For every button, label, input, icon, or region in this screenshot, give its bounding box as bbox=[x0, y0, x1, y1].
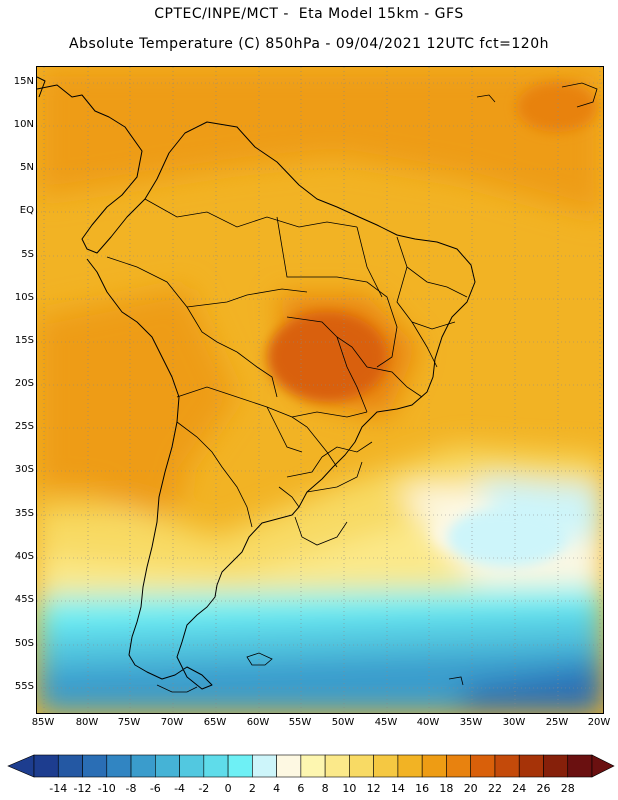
color-bar-swatch bbox=[373, 754, 399, 778]
color-bar-label: -10 bbox=[97, 782, 116, 795]
color-bar-label: -12 bbox=[73, 782, 92, 795]
lat-label: 10S bbox=[14, 292, 34, 303]
lat-label: 35S bbox=[14, 508, 34, 519]
color-bar-label: 14 bbox=[390, 782, 405, 795]
color-bar-label: 22 bbox=[487, 782, 502, 795]
temperature-field bbox=[37, 67, 603, 713]
color-bar-swatch bbox=[324, 754, 350, 778]
title-line-2: Absolute Temperature (C) 850hPa - 09/04/… bbox=[69, 36, 549, 52]
color-bar bbox=[7, 754, 615, 778]
lon-label: 20W bbox=[587, 717, 611, 728]
color-bar-swatch bbox=[106, 754, 132, 778]
lon-label: 70W bbox=[160, 717, 184, 728]
color-bar-swatch bbox=[446, 754, 471, 778]
lon-label: 85W bbox=[31, 717, 55, 728]
lat-label: 50S bbox=[14, 638, 34, 649]
color-bar-swatch bbox=[494, 754, 520, 778]
color-bar-label: 10 bbox=[342, 782, 357, 795]
color-bar-label: 18 bbox=[439, 782, 454, 795]
lat-label: 5N bbox=[20, 162, 34, 173]
color-bar-label: -4 bbox=[174, 782, 186, 795]
color-bar-swatch bbox=[179, 754, 205, 778]
lon-label: 35W bbox=[459, 717, 483, 728]
color-bar-swatch bbox=[300, 754, 326, 778]
islands bbox=[156, 82, 598, 693]
lat-label: 5S bbox=[21, 249, 34, 260]
color-bar-swatch bbox=[33, 754, 59, 778]
country-borders bbox=[106, 198, 468, 546]
title-line-1: CPTEC/INPE/MCT - Eta Model 15km - GFS bbox=[154, 6, 464, 22]
color-bar-swatch bbox=[543, 754, 569, 778]
lon-label: 25W bbox=[545, 717, 569, 728]
color-bar-label: 6 bbox=[297, 782, 305, 795]
color-bar-label: 26 bbox=[536, 782, 551, 795]
color-bar-swatch bbox=[82, 754, 108, 778]
color-bar-swatch bbox=[155, 754, 180, 778]
lon-label: 65W bbox=[203, 717, 227, 728]
lat-label: 30S bbox=[14, 464, 34, 475]
lon-label: 45W bbox=[374, 717, 398, 728]
lat-label: EQ bbox=[19, 205, 34, 216]
lon-label: 75W bbox=[117, 717, 141, 728]
lat-label: 45S bbox=[14, 594, 34, 605]
lon-label: 50W bbox=[331, 717, 355, 728]
lon-label: 30W bbox=[502, 717, 526, 728]
color-bar-swatch bbox=[397, 754, 423, 778]
coastline bbox=[37, 76, 476, 690]
lon-label: 40W bbox=[416, 717, 440, 728]
color-bar-swatch bbox=[470, 754, 496, 778]
lat-label: 20S bbox=[14, 378, 34, 389]
lat-label: 25S bbox=[14, 421, 34, 432]
color-bar-swatch bbox=[276, 754, 302, 778]
color-bar-label: 20 bbox=[463, 782, 478, 795]
color-bar-high-arrow bbox=[591, 754, 615, 778]
color-bar-swatch bbox=[130, 754, 156, 778]
lat-label: 40S bbox=[14, 551, 34, 562]
color-bar-label: -6 bbox=[149, 782, 161, 795]
color-bar-swatch bbox=[227, 754, 253, 778]
color-bar-swatch bbox=[421, 754, 447, 778]
lat-label: 55S bbox=[14, 681, 34, 692]
color-bar-low-arrow bbox=[7, 754, 35, 778]
color-bar-label: 16 bbox=[415, 782, 430, 795]
color-bar-label: 28 bbox=[560, 782, 575, 795]
color-bar-label: 8 bbox=[321, 782, 329, 795]
map-panel bbox=[36, 66, 604, 714]
color-bar-swatch bbox=[252, 754, 277, 778]
color-bar-label: 12 bbox=[366, 782, 381, 795]
color-bar-label: 2 bbox=[248, 782, 256, 795]
lat-label: 15S bbox=[14, 335, 34, 346]
color-bar-swatch bbox=[57, 754, 83, 778]
color-bar-swatch bbox=[567, 754, 593, 778]
color-bar-label: 0 bbox=[224, 782, 232, 795]
color-bar-label: -8 bbox=[125, 782, 137, 795]
color-bar-swatch bbox=[203, 754, 229, 778]
lat-label: 15N bbox=[13, 76, 34, 87]
lon-label: 55W bbox=[288, 717, 312, 728]
color-bar-label: -2 bbox=[198, 782, 210, 795]
color-bar-label: 24 bbox=[512, 782, 527, 795]
color-bar-label: -14 bbox=[49, 782, 68, 795]
lon-label: 80W bbox=[75, 717, 99, 728]
temperature-map bbox=[37, 67, 603, 713]
color-bar-swatch bbox=[518, 754, 544, 778]
color-bar-swatch bbox=[349, 754, 374, 778]
color-bar-label: 4 bbox=[273, 782, 281, 795]
lon-label: 60W bbox=[246, 717, 270, 728]
lat-label: 10N bbox=[13, 119, 34, 130]
